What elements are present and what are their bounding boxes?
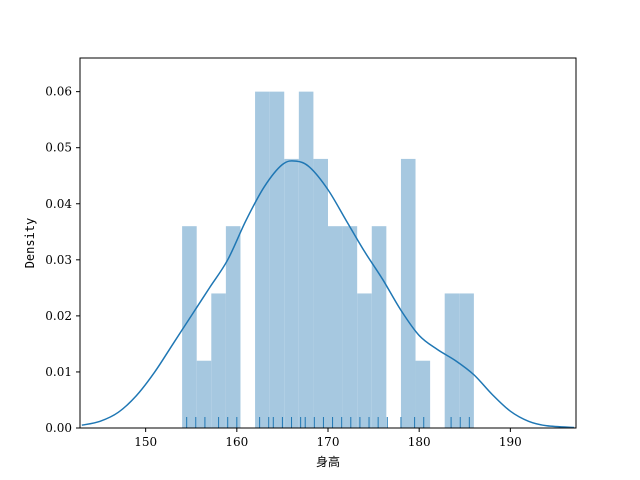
histogram-bar (459, 293, 474, 428)
histogram-bar (196, 360, 212, 428)
histogram-bar (415, 360, 431, 428)
histogram-bar (444, 293, 460, 428)
y-tick-label: 0.00 (45, 421, 72, 435)
histogram-bar (313, 158, 328, 428)
y-tick-label: 0.05 (45, 141, 72, 155)
rug-marks (186, 417, 470, 428)
y-tick-label: 0.04 (45, 197, 72, 211)
histogram-bar (342, 226, 358, 428)
x-tick-label: 150 (134, 435, 157, 449)
x-tick-label: 160 (225, 435, 248, 449)
x-tick-label: 190 (499, 435, 522, 449)
y-tick-label: 0.02 (45, 309, 72, 323)
kde-curve-group (81, 160, 575, 429)
y-tick-label: 0.01 (45, 365, 72, 379)
histogram-bar (328, 226, 343, 428)
y-axis-label: Density (23, 218, 37, 269)
y-tick-label: 0.03 (45, 253, 72, 267)
x-axis-label: 身高 (316, 454, 340, 469)
histogram-bar (284, 158, 299, 428)
histogram-bar (225, 226, 241, 428)
y-tick-label: 0.06 (45, 85, 72, 99)
y-axis-ticks: 0.00 0.01 0.02 0.03 0.04 0.05 0.06 (45, 85, 80, 435)
histogram-bar (255, 91, 270, 429)
x-axis-ticks: 150 160 170 180 190 (134, 428, 522, 449)
histogram-bar (357, 293, 372, 428)
x-tick-label: 170 (317, 435, 340, 449)
histogram-bar (371, 226, 387, 428)
histogram-bar (182, 226, 197, 428)
histogram-bar (269, 91, 285, 429)
x-tick-label: 180 (408, 435, 431, 449)
histogram-bars (182, 91, 474, 429)
histogram-bar (400, 158, 416, 428)
kde-curve (81, 160, 575, 429)
histogram-bar (298, 91, 314, 429)
histogram-bar (211, 293, 226, 428)
